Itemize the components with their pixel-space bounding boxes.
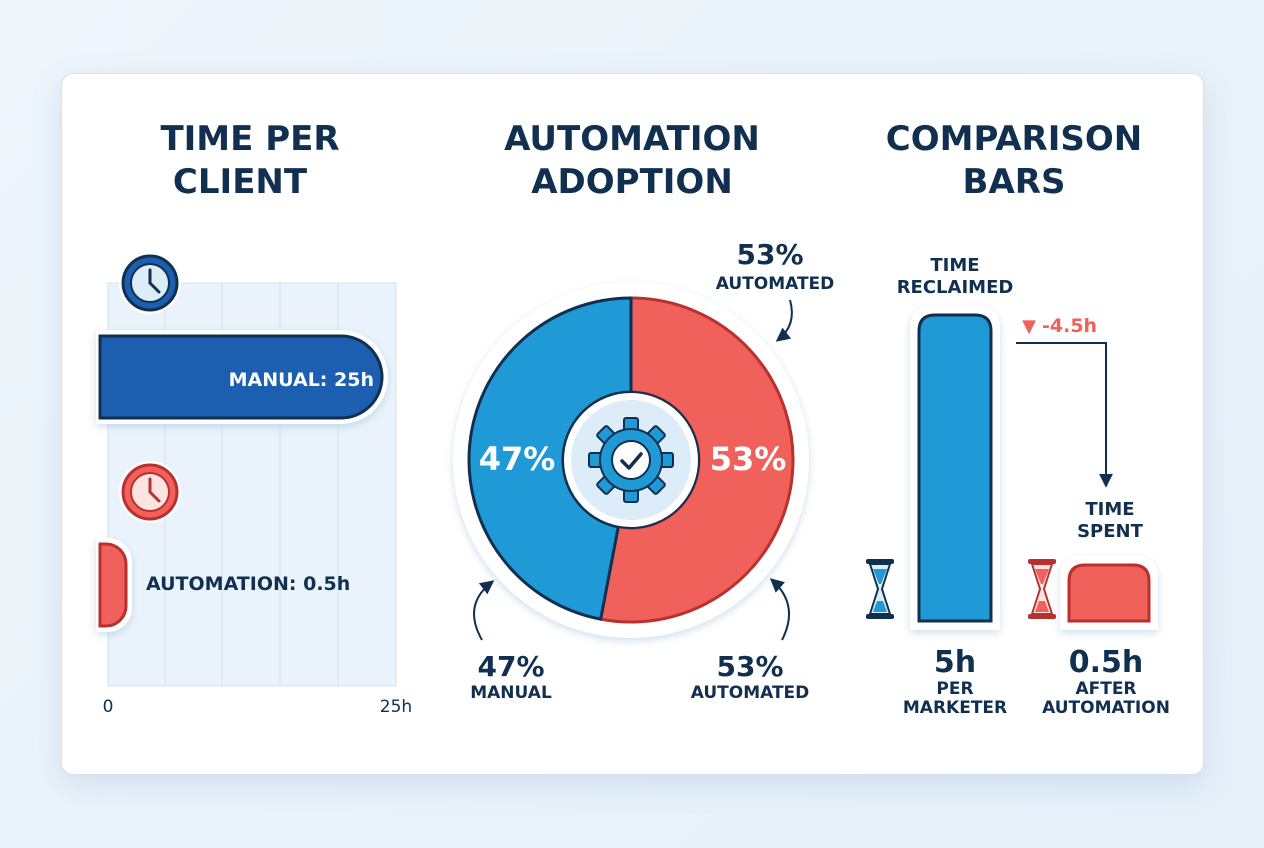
bar-category-marketer-line2: MARKETER bbox=[903, 698, 1007, 718]
bar-annotation-reclaimed-line2: RECLAIMED bbox=[897, 277, 1014, 298]
delta-marker: ▼ bbox=[1022, 316, 1036, 337]
callout-top-label: AUTOMATED bbox=[716, 274, 835, 294]
chart3-bar-after-automation bbox=[1060, 556, 1158, 630]
gear-check-icon bbox=[588, 417, 674, 503]
chart3-bar-per-marketer bbox=[910, 306, 1000, 630]
bar-annotation-spent-line1: TIME bbox=[1085, 499, 1134, 520]
arrow-down-icon bbox=[1016, 342, 1113, 488]
hourglass-icon bbox=[866, 559, 894, 619]
curved-arrow-icon bbox=[769, 578, 790, 641]
clock-icon bbox=[119, 461, 181, 523]
bar-category-marketer-line1: PER bbox=[936, 679, 973, 699]
chart1-title-line1: TIME PER bbox=[160, 119, 339, 159]
delta-label: -4.5h bbox=[1042, 315, 1097, 337]
curved-arrow-icon bbox=[775, 299, 793, 342]
chart1-bar-manual bbox=[96, 330, 388, 424]
chart3-title-line2: BARS bbox=[963, 162, 1066, 202]
callout-left-value: 47% bbox=[477, 650, 544, 683]
chart1-bar-label-automation: AUTOMATION: 0.5h bbox=[146, 573, 350, 595]
bar-annotation-spent-line2: SPENT bbox=[1077, 521, 1144, 542]
donut-slice-label-manual: 47% bbox=[479, 440, 556, 478]
callout-right-label: AUTOMATED bbox=[691, 683, 810, 703]
chart1-bar-label-manual: MANUAL: 25h bbox=[229, 369, 374, 391]
chart1-x-tick-1: 25h bbox=[380, 697, 412, 717]
chart1-title-line2: CLIENT bbox=[173, 162, 308, 202]
chart3-title-line1: COMPARISON bbox=[886, 119, 1142, 159]
curved-arrow-icon bbox=[473, 580, 495, 641]
bar-category-automation-line2: AUTOMATION bbox=[1042, 698, 1170, 718]
hourglass-icon bbox=[1028, 559, 1056, 619]
bar-value-label-automation: 0.5h bbox=[1069, 645, 1144, 680]
chart1-x-tick-0: 0 bbox=[103, 697, 114, 717]
clock-icon bbox=[119, 252, 181, 314]
bar-value-label-marketer: 5h bbox=[934, 645, 976, 680]
bar-annotation-reclaimed-line1: TIME bbox=[930, 255, 979, 276]
chart2-title-line2: ADOPTION bbox=[531, 162, 733, 202]
callout-right-value: 53% bbox=[716, 650, 783, 683]
callout-top-value: 53% bbox=[736, 238, 803, 271]
donut-slice-label-automated: 53% bbox=[710, 440, 787, 478]
callout-left-label: MANUAL bbox=[470, 683, 552, 703]
chart1-bar-automation bbox=[96, 538, 132, 632]
chart2-title-line1: AUTOMATION bbox=[504, 119, 760, 159]
bar-category-automation-line1: AFTER bbox=[1075, 679, 1136, 699]
